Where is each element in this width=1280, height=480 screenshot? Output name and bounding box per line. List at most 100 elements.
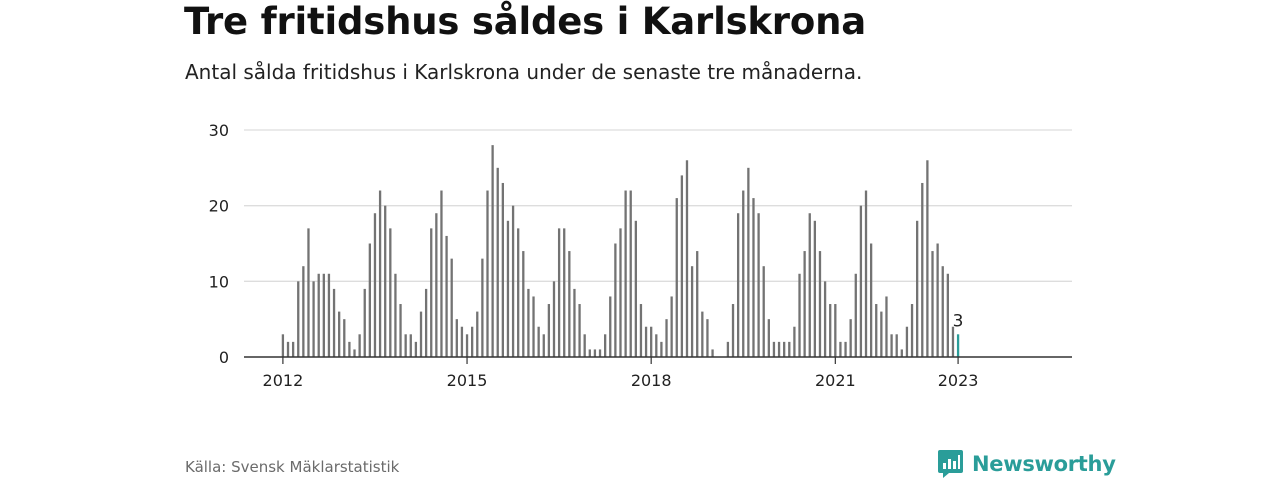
- bar: [788, 341, 791, 357]
- y-tick-label-10: 10: [209, 272, 229, 291]
- bar: [547, 304, 551, 357]
- bar: [368, 243, 371, 357]
- bar: [905, 326, 909, 357]
- bar: [384, 205, 387, 357]
- bar: [609, 296, 612, 357]
- bar: [767, 319, 770, 357]
- bar: [481, 258, 484, 357]
- bar: [291, 341, 295, 357]
- bar: [808, 213, 811, 357]
- bar: [844, 341, 847, 357]
- bar: [685, 160, 689, 357]
- y-tick-label-0: 0: [219, 348, 229, 367]
- bar: [307, 228, 310, 357]
- bar: [537, 326, 540, 357]
- bar: [322, 273, 325, 357]
- bar: [783, 341, 786, 357]
- bar: [675, 198, 678, 357]
- bar: [747, 167, 750, 357]
- bar: [312, 281, 315, 357]
- bar: [476, 311, 479, 357]
- bar: [742, 190, 745, 357]
- bar: [823, 281, 827, 357]
- bar: [803, 251, 806, 357]
- bar: [557, 228, 561, 357]
- bar: [829, 304, 832, 357]
- bar: [511, 205, 515, 357]
- bar: [471, 326, 474, 357]
- bar: [486, 190, 489, 357]
- y-tick-label-20: 20: [209, 197, 229, 216]
- bar: [343, 319, 346, 357]
- bar: [460, 326, 464, 357]
- bar: [936, 243, 939, 357]
- bar: [941, 266, 944, 357]
- bar: [593, 349, 597, 357]
- bar: [854, 273, 857, 357]
- bar: [629, 190, 632, 357]
- bar: [639, 304, 643, 357]
- bar: [435, 213, 438, 357]
- bar: [399, 304, 402, 357]
- bar: [297, 281, 300, 357]
- bar: [373, 213, 377, 357]
- bar: [655, 334, 658, 357]
- bar: [419, 311, 423, 357]
- newsworthy-logo-icon: [938, 450, 963, 478]
- bar: [552, 281, 556, 357]
- bar: [317, 273, 320, 357]
- bar: [455, 319, 458, 357]
- bar: [849, 319, 852, 357]
- brand-logo[interactable]: Newsworthy: [937, 449, 1116, 479]
- bar: [706, 319, 709, 357]
- bar: [332, 288, 336, 357]
- bar: [424, 288, 428, 357]
- bar: [864, 190, 868, 357]
- bar: [752, 198, 755, 357]
- bar: [875, 304, 878, 357]
- bar: [711, 349, 714, 357]
- bar: [338, 311, 341, 357]
- bar: [465, 334, 469, 357]
- bar: [588, 349, 591, 357]
- bar: [506, 220, 510, 357]
- bar: [931, 251, 934, 357]
- bar: [670, 296, 673, 357]
- bar: [624, 190, 627, 357]
- x-tick-label-2012: 2012: [263, 371, 304, 390]
- bar: [777, 341, 781, 357]
- bar: [956, 334, 960, 357]
- bar: [951, 326, 955, 357]
- chart-subtitle: Antal sålda fritidshus i Karlskrona unde…: [185, 60, 863, 84]
- bar: [926, 160, 929, 357]
- bar: [696, 251, 699, 357]
- bar: [404, 334, 407, 357]
- bar: [445, 235, 448, 357]
- bar: [414, 341, 418, 357]
- bar: [517, 228, 520, 357]
- bar: [302, 266, 305, 357]
- bar: [798, 273, 801, 357]
- bar: [522, 251, 525, 357]
- x-tick-label-2023: 2023: [938, 371, 979, 390]
- bar: [634, 220, 637, 357]
- bar: [573, 288, 576, 357]
- bar: [583, 334, 586, 357]
- highlight-data-label: 3: [953, 311, 964, 331]
- bar: [378, 190, 382, 357]
- bar: [542, 334, 545, 357]
- brand-name: Newsworthy: [972, 452, 1116, 476]
- bar: [527, 288, 530, 357]
- bar: [532, 296, 535, 357]
- bar: [363, 288, 366, 357]
- bar: [839, 341, 842, 357]
- bar: [496, 167, 499, 357]
- bar: [772, 341, 776, 357]
- bar: [690, 266, 694, 357]
- bar: [619, 228, 622, 357]
- bar: [450, 258, 453, 357]
- bar: [394, 273, 397, 357]
- bar: [389, 228, 392, 357]
- bar: [890, 334, 893, 357]
- bar: [895, 334, 898, 357]
